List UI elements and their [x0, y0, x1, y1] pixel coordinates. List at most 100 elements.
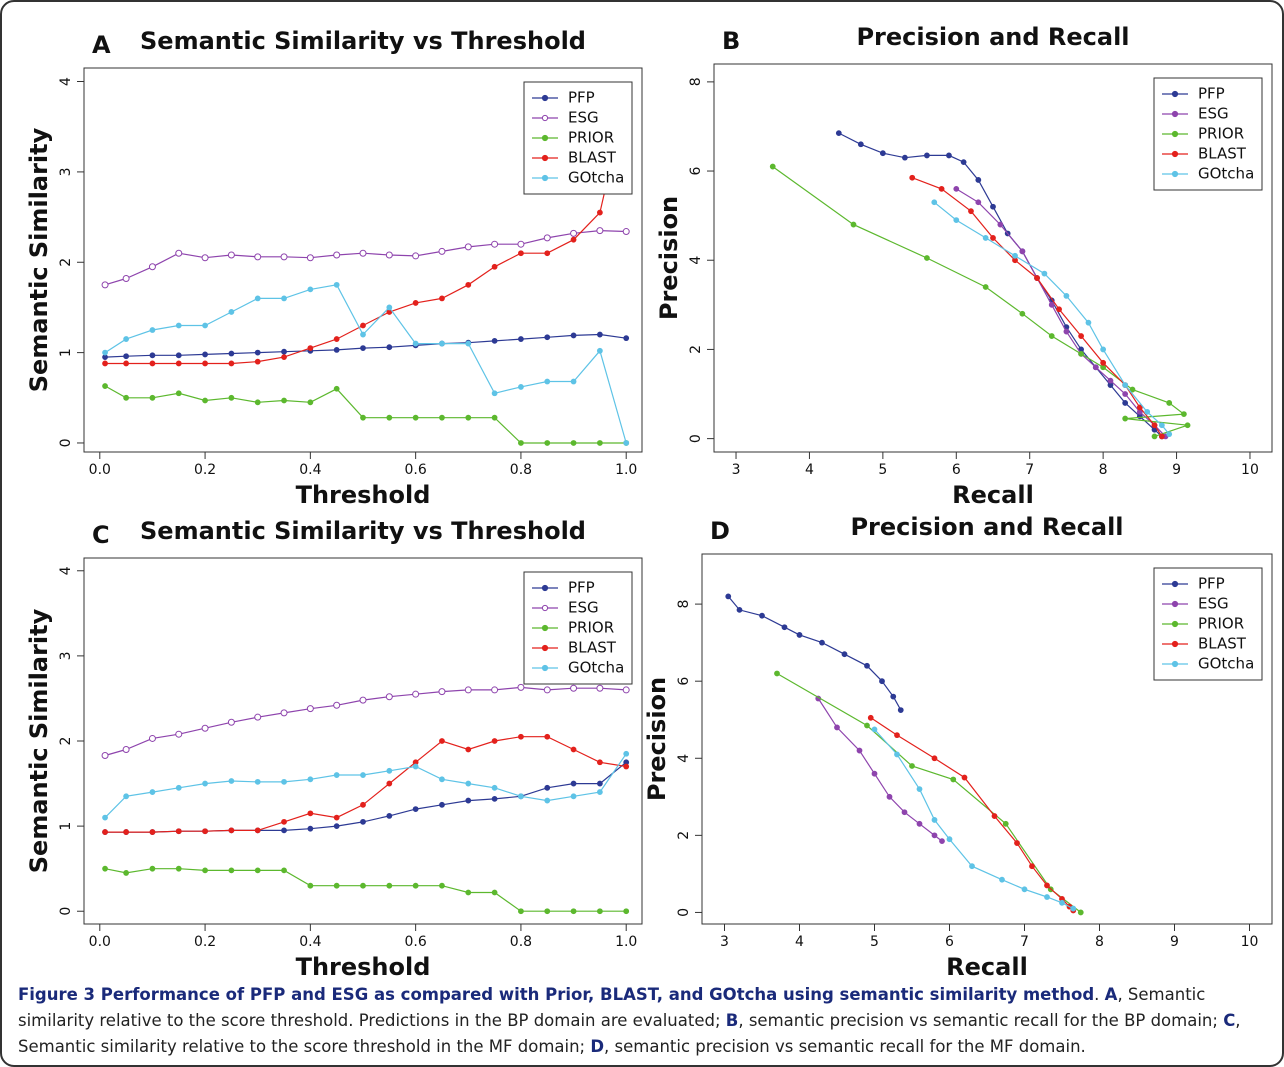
data-point	[1059, 899, 1065, 906]
legend-marker	[541, 154, 549, 162]
data-point	[924, 152, 930, 159]
data-point	[306, 254, 314, 262]
data-point	[307, 810, 314, 817]
data-point	[254, 867, 261, 874]
x-tick-label: 0.2	[194, 934, 216, 950]
data-point	[596, 209, 603, 216]
data-point	[254, 295, 261, 302]
series-line	[870, 717, 1074, 911]
data-point	[227, 718, 235, 726]
data-point	[254, 349, 261, 356]
data-point	[725, 593, 732, 600]
x-tick-label: 7	[1025, 462, 1034, 478]
x-tick-label: 0.0	[89, 934, 111, 950]
y-tick-label: 4	[676, 754, 692, 763]
data-point	[491, 240, 499, 248]
legend-label: PFP	[568, 89, 595, 107]
y-tick-label: 6	[676, 677, 692, 686]
data-point	[886, 793, 893, 800]
data-point	[280, 709, 288, 717]
data-point	[254, 253, 262, 261]
data-point	[518, 908, 524, 915]
y-tick-label: 8	[688, 77, 704, 86]
x-axis-label: Recall	[946, 953, 1028, 977]
data-point	[1129, 386, 1136, 393]
panel-label: B	[722, 27, 740, 55]
data-point	[1184, 422, 1191, 429]
data-point	[412, 252, 420, 260]
data-point	[149, 394, 156, 401]
legend-label: GOtcha	[1198, 655, 1254, 673]
data-point	[465, 340, 472, 347]
data-point	[360, 345, 366, 351]
data-point	[990, 235, 996, 241]
data-point	[570, 378, 577, 385]
legend-marker	[541, 644, 549, 652]
data-point	[544, 250, 551, 257]
data-point	[202, 867, 208, 874]
data-point	[281, 818, 287, 825]
data-point	[281, 778, 287, 785]
data-point	[1002, 820, 1009, 827]
data-point	[596, 347, 603, 354]
data-point	[857, 141, 864, 148]
legend-marker	[1171, 660, 1179, 668]
y-tick-label: 3	[58, 651, 74, 660]
data-point	[439, 801, 445, 808]
data-point	[465, 780, 472, 787]
data-point	[491, 263, 498, 270]
data-point	[439, 340, 445, 347]
data-point	[333, 823, 340, 830]
legend-label: GOtcha	[1198, 165, 1254, 183]
data-point	[123, 360, 130, 367]
data-point	[596, 789, 603, 795]
data-point	[543, 686, 551, 694]
legend-label: BLAST	[1198, 145, 1247, 163]
data-point	[518, 733, 524, 740]
data-point	[841, 651, 848, 658]
data-point	[386, 414, 393, 421]
legend-label: ESG	[568, 599, 599, 617]
data-point	[867, 714, 874, 721]
data-point	[1122, 415, 1129, 422]
data-point	[148, 263, 156, 271]
data-point	[202, 397, 208, 404]
y-tick-label: 3	[58, 167, 74, 176]
data-point	[938, 185, 945, 192]
data-point	[281, 867, 287, 874]
plot-frame	[83, 67, 643, 453]
data-point	[1078, 350, 1085, 357]
data-point	[1100, 346, 1107, 353]
data-point	[464, 686, 472, 694]
data-point	[570, 236, 577, 243]
data-point	[465, 889, 472, 896]
data-point	[879, 150, 886, 157]
data-point	[544, 784, 551, 791]
data-point	[1122, 382, 1129, 389]
y-tick-label: 2	[676, 831, 692, 840]
data-point	[175, 390, 182, 397]
data-point	[871, 726, 878, 733]
data-point	[491, 738, 498, 744]
data-point	[227, 251, 235, 259]
series-line	[104, 686, 627, 757]
series-line	[104, 385, 627, 444]
data-point	[385, 693, 393, 701]
data-point	[1044, 882, 1050, 889]
data-point	[254, 358, 261, 365]
x-tick-label: 0.8	[510, 934, 532, 950]
data-point	[491, 784, 498, 791]
data-point	[622, 686, 630, 694]
series-line	[838, 132, 1163, 437]
legend-marker	[541, 134, 549, 142]
x-axis-label: Recall	[952, 481, 1034, 509]
y-tick-label: 2	[688, 345, 704, 354]
data-point	[491, 414, 498, 421]
data-point	[570, 332, 577, 339]
data-point	[202, 351, 208, 358]
data-point	[360, 772, 366, 778]
data-point	[412, 340, 419, 347]
data-point	[386, 780, 393, 787]
data-point	[916, 820, 923, 827]
data-point	[254, 713, 262, 721]
